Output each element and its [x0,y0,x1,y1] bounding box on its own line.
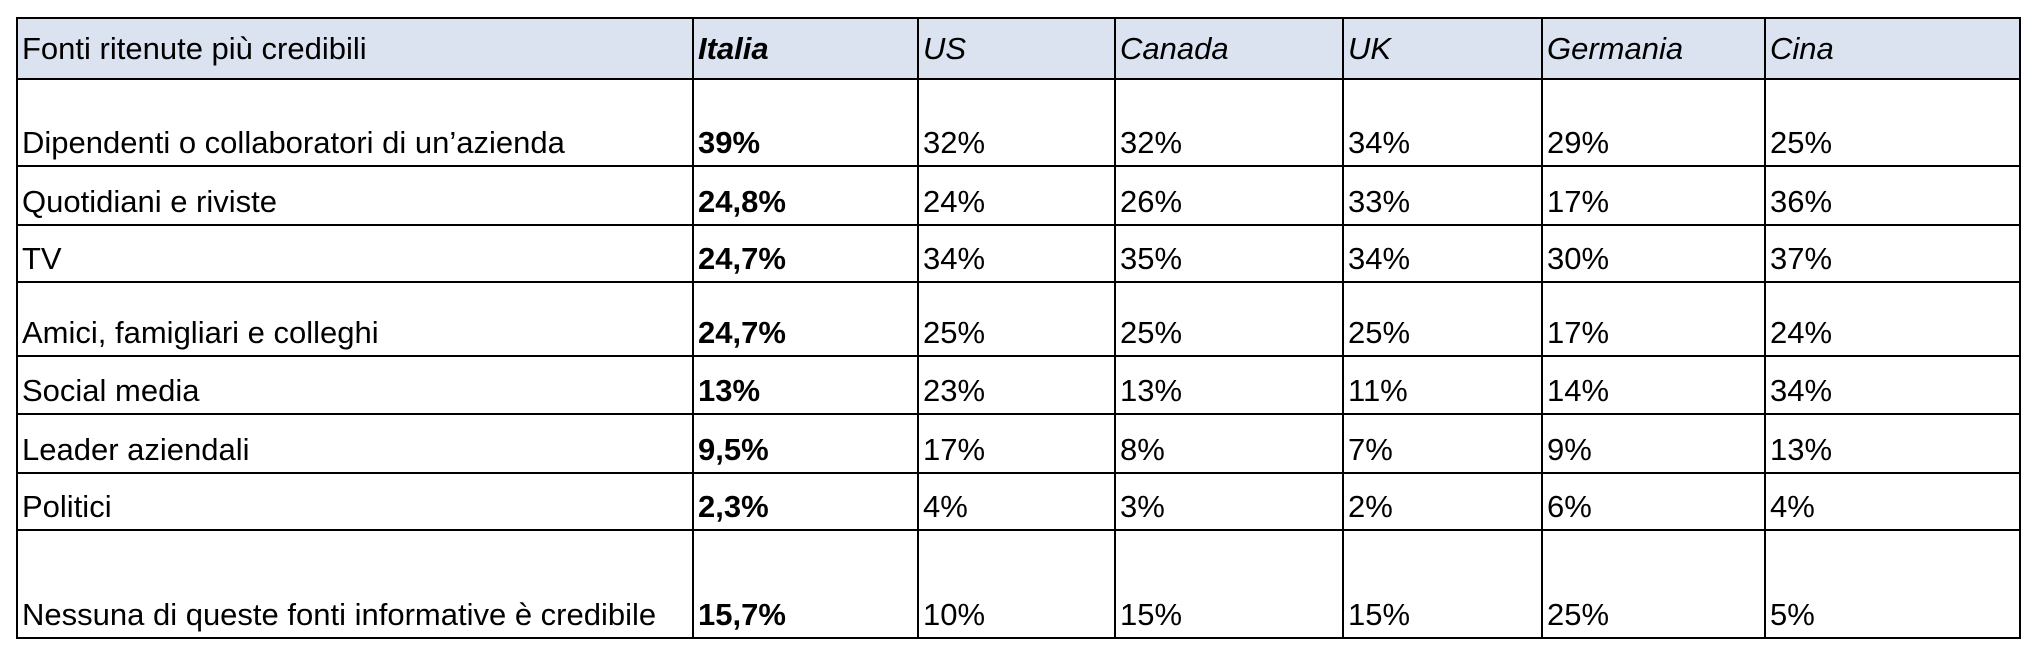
cell-value: 2% [1342,472,1543,531]
cell-value: 11% [1342,355,1543,415]
cell-value: 25% [917,281,1116,357]
cell-value: 9,5% [692,413,919,474]
cell-value: 39% [692,78,919,167]
header-country: Cina [1764,17,2021,80]
cell-value: 15,7% [692,529,919,639]
cell-value: 17% [1541,281,1766,357]
header-row: Fonti ritenute più credibili Italia US Cana… [16,17,2021,80]
cell-value: 3% [1114,472,1344,531]
cell-value: 33% [1342,165,1543,226]
cell-value: 23% [917,355,1116,415]
cell-value: 25% [1114,281,1344,357]
cell-value: 14% [1541,355,1766,415]
table-body: Dipendenti o collaboratori di un’azienda… [16,78,2021,639]
cell-value: 34% [1764,355,2021,415]
cell-value: 8% [1114,413,1344,474]
credibility-table: Fonti ritenute più credibili Italia US Cana… [16,17,2021,639]
cell-value: 4% [917,472,1116,531]
cell-value: 13% [1764,413,2021,474]
row-label: Dipendenti o collaboratori di un’azienda [16,78,694,167]
cell-value: 34% [1342,78,1543,167]
cell-value: 36% [1764,165,2021,226]
table-row: Leader aziendali 9,5% 17% 8% 7% 9% 13% [16,413,2021,474]
cell-value: 37% [1764,224,2021,283]
table-row: Quotidiani e riviste 24,8% 24% 26% 33% 17% 36% [16,165,2021,226]
cell-value: 2,3% [692,472,919,531]
cell-value: 34% [1342,224,1543,283]
cell-value: 29% [1541,78,1766,167]
cell-value: 24,7% [692,281,919,357]
cell-value: 4% [1764,472,2021,531]
row-label: Politici [16,472,694,531]
row-label: Leader aziendali [16,413,694,474]
cell-value: 24,7% [692,224,919,283]
cell-value: 5% [1764,529,2021,639]
cell-value: 9% [1541,413,1766,474]
cell-value: 26% [1114,165,1344,226]
cell-value: 24% [917,165,1116,226]
cell-value: 13% [1114,355,1344,415]
cell-value: 17% [917,413,1116,474]
table-row: Social media 13% 23% 13% 11% 14% 34% [16,355,2021,415]
cell-value: 25% [1342,281,1543,357]
cell-value: 7% [1342,413,1543,474]
cell-value: 25% [1541,529,1766,639]
row-label: Nessuna di queste fonti informative è cr… [16,529,694,639]
header-country: UK [1342,17,1543,80]
cell-value: 35% [1114,224,1344,283]
cell-value: 13% [692,355,919,415]
cell-value: 32% [917,78,1116,167]
cell-value: 34% [917,224,1116,283]
cell-value: 24,8% [692,165,919,226]
cell-value: 25% [1764,78,2021,167]
header-country: Germania [1541,17,1766,80]
row-label: Amici, famigliari e colleghi [16,281,694,357]
cell-value: 30% [1541,224,1766,283]
cell-value: 17% [1541,165,1766,226]
cell-value: 15% [1114,529,1344,639]
cell-value: 15% [1342,529,1543,639]
row-label: Quotidiani e riviste [16,165,694,226]
table-row: Nessuna di queste fonti informative è cr… [16,529,2021,639]
header-label: Fonti ritenute più credibili [16,17,694,80]
table-row: Dipendenti o collaboratori di un’azienda… [16,78,2021,167]
row-label: TV [16,224,694,283]
header-country: Canada [1114,17,1344,80]
cell-value: 24% [1764,281,2021,357]
row-label: Social media [16,355,694,415]
table-row: TV 24,7% 34% 35% 34% 30% 37% [16,224,2021,283]
header-country: US [917,17,1116,80]
cell-value: 10% [917,529,1116,639]
table-row: Amici, famigliari e colleghi 24,7% 25% 25% 2… [16,281,2021,357]
header-country: Italia [692,17,919,80]
cell-value: 32% [1114,78,1344,167]
table-row: Politici 2,3% 4% 3% 2% 6% 4% [16,472,2021,531]
cell-value: 6% [1541,472,1766,531]
